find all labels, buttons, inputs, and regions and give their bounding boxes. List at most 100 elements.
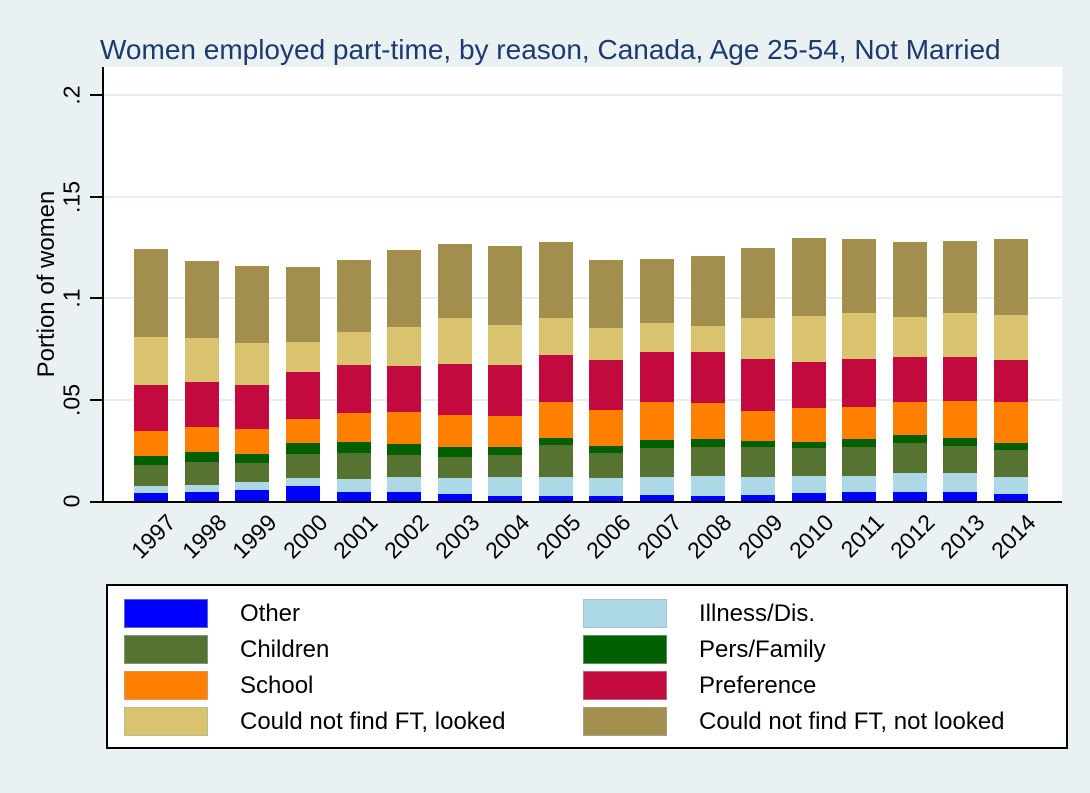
bar-segment: [892, 434, 927, 444]
bar-segment: [690, 325, 725, 352]
gridline: [103, 94, 1062, 97]
bar-segment: [892, 401, 927, 435]
y-tick-label: .1: [58, 288, 85, 308]
legend-label: Pers/Family: [699, 635, 826, 663]
bar-segment: [235, 489, 270, 501]
bar-segment: [943, 438, 978, 446]
gridline: [103, 297, 1062, 300]
x-tick-label: 2004: [480, 509, 535, 564]
bar-segment: [589, 360, 624, 410]
x-tick-label: 2003: [429, 509, 485, 564]
bar-segment: [437, 493, 472, 501]
y-tick-label: .2: [58, 85, 85, 105]
bar-segment: [134, 485, 169, 494]
bar-segment: [943, 492, 978, 501]
bar-segment: [184, 484, 219, 492]
x-tick-label: 1998: [176, 509, 232, 564]
bar-segment: [235, 429, 270, 454]
bar-segment: [640, 448, 674, 478]
bar-segment: [437, 415, 472, 448]
bar-segment: [235, 384, 270, 429]
x-tick-label: 2014: [985, 509, 1041, 564]
bar-segment: [589, 478, 624, 496]
bar-segment: [589, 453, 624, 479]
bar-segment: [993, 401, 1028, 444]
bar-segment: [134, 464, 169, 486]
bar-segment: [387, 365, 422, 413]
bar-segment: [943, 445, 978, 474]
bar-segment: [791, 493, 826, 501]
bar-segment: [589, 445, 624, 454]
bar-segment: [134, 430, 169, 456]
bar-segment: [336, 492, 371, 501]
bar-segment: [134, 384, 169, 431]
legend-item: Children: [124, 634, 583, 664]
bar-segment: [437, 478, 472, 494]
bar-segment: [690, 495, 725, 501]
legend-item: Illness/Dis.: [583, 598, 1050, 628]
bar-segment: [538, 495, 573, 501]
bar-segment: [488, 245, 523, 325]
x-tick-label: 2011: [835, 509, 889, 563]
bar-segment: [538, 438, 573, 446]
bar-segment: [892, 241, 927, 317]
y-axis-line: [102, 67, 104, 503]
bar-segment: [690, 438, 725, 448]
bar-segment: [943, 473, 978, 493]
bar-segment: [842, 359, 877, 407]
bar-segment: [286, 442, 320, 454]
legend-swatch: [583, 671, 667, 701]
legend-item: School: [124, 671, 583, 701]
bar-segment: [488, 416, 523, 448]
y-tick: [90, 297, 103, 300]
bar-segment: [437, 364, 472, 415]
bar-segment: [286, 453, 320, 479]
bar-segment: [640, 352, 674, 403]
bar-segment: [134, 249, 169, 338]
legend-label: Preference: [699, 672, 817, 700]
y-axis-title: Portion of women: [33, 190, 60, 378]
bar-segment: [437, 447, 472, 458]
bar-segment: [235, 453, 270, 464]
legend-swatch: [124, 598, 208, 628]
bar-segment: [336, 453, 371, 479]
bar-segment: [184, 260, 219, 338]
legend-swatch: [583, 707, 667, 737]
bar-segment: [184, 427, 219, 453]
y-tick: [90, 94, 103, 97]
bar-segment: [993, 450, 1028, 478]
legend-item: Preference: [583, 671, 1050, 701]
bar-segment: [791, 448, 826, 476]
x-tick-label: 2000: [277, 509, 333, 564]
x-tick-label: 2007: [631, 509, 687, 564]
bar-segment: [589, 409, 624, 446]
plot-area: [103, 67, 1062, 501]
legend-swatch: [583, 598, 667, 628]
bar-segment: [538, 354, 573, 403]
x-tick-label: 2009: [732, 509, 788, 564]
legend-column: Illness/Dis. Pers/Family Preference Could n…: [583, 598, 1050, 737]
bar-segment: [741, 446, 776, 478]
legend-label: Illness/Dis.: [699, 599, 816, 627]
gridline: [103, 398, 1062, 401]
chart-title: Women employed part-time, by reason, Can…: [100, 34, 1001, 65]
bar-segment: [589, 495, 624, 501]
bar-segment: [538, 445, 573, 478]
bar-segment: [993, 477, 1028, 494]
x-tick-label: 2001: [328, 509, 383, 564]
bar-segment: [842, 475, 877, 492]
bar-segment: [488, 447, 523, 455]
y-tick: [90, 398, 103, 401]
x-tick-label: 1997: [126, 509, 181, 564]
bar-segment: [842, 491, 877, 501]
bar-segment: [286, 372, 320, 420]
bar-segment: [993, 238, 1028, 316]
bar-segment: [184, 337, 219, 383]
bar-segment: [437, 244, 472, 319]
bar-segment: [892, 492, 927, 501]
bar-segment: [993, 493, 1028, 501]
y-tick-label: .15: [58, 180, 85, 213]
x-tick-label: 2012: [884, 509, 940, 564]
bar-segment: [184, 491, 219, 501]
bar-segment: [184, 382, 219, 428]
